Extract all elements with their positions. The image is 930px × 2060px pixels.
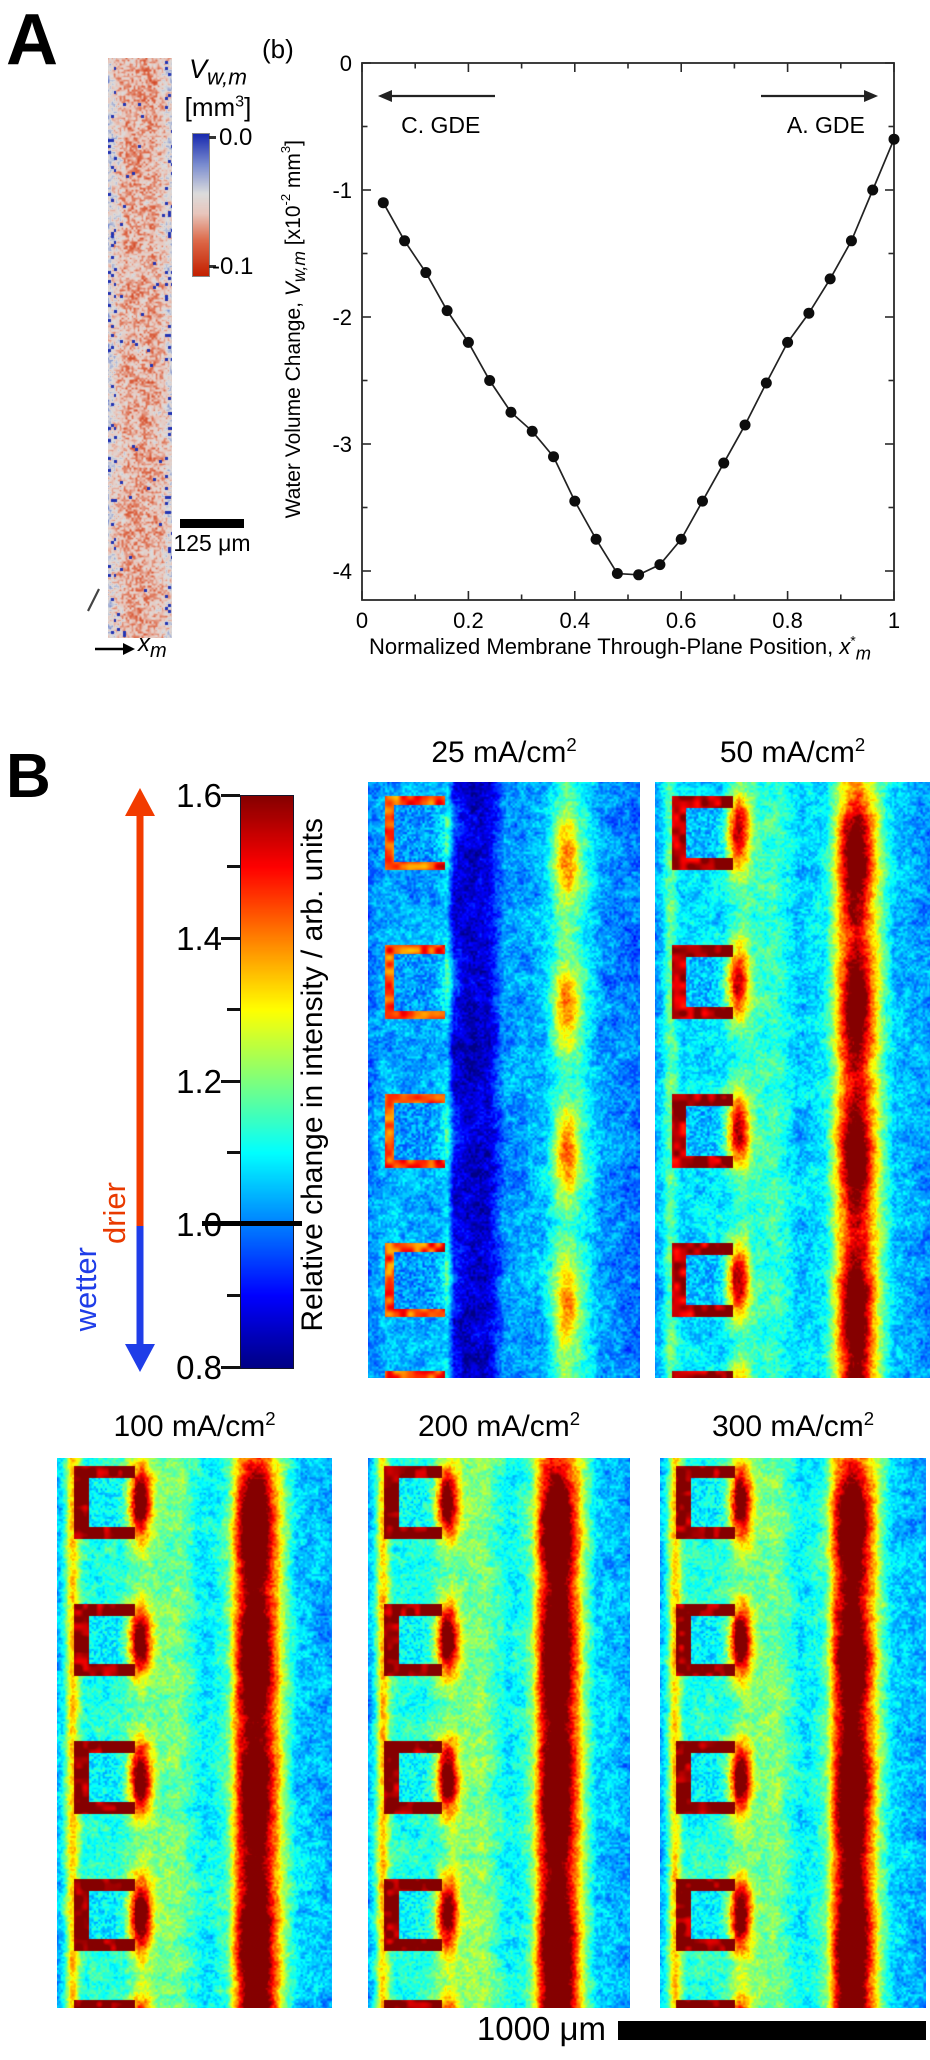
strip-colorbar-var-sub: w,m	[207, 64, 248, 90]
svg-text:1: 1	[888, 608, 900, 633]
colorbar-tick-0.8: 0.8	[176, 1349, 222, 1386]
svg-text:-3: -3	[332, 432, 352, 457]
colorbar-tick-1.6: 1.6	[176, 777, 222, 814]
panel-b-scale-bar-label: 1000 μm	[476, 2010, 606, 2047]
svg-text:0: 0	[340, 51, 352, 76]
strip-colorbar-units: [mm3]	[184, 92, 252, 122]
cathode-gde-label: C. GDE	[401, 112, 480, 138]
map-title-200: 200 mA/cm2	[417, 1408, 581, 1443]
colorbar-axis-label: Relative change in intensity / arb. unit…	[296, 818, 329, 1332]
strip-artifact-mark	[87, 588, 100, 612]
strip-colorbar	[192, 133, 210, 277]
map-title-50: 50 mA/cm2	[719, 734, 866, 769]
intensity-colorbar	[240, 795, 294, 1369]
panel-a-label: A	[6, 0, 58, 80]
strip-scale-bar	[180, 519, 244, 528]
panel-b-scale-bar	[618, 2021, 926, 2040]
wetter-label: wetter	[68, 1247, 103, 1332]
strip-colorbar-tick-bottom	[209, 265, 216, 268]
chart-subfigure-label: (b)	[262, 34, 294, 64]
svg-text:0.6: 0.6	[666, 608, 697, 633]
water-volume-chart-plot: 0 0.2 0.4 0.6 0.8 1 0 -1 -2 -3 -4 C. GDE A. GDE	[332, 51, 900, 633]
strip-x-axis-sub: m	[150, 639, 167, 662]
map-title-25: 25 mA/cm2	[431, 734, 577, 769]
strip-scale-bar-label: 125 μm	[173, 530, 251, 556]
chart-x-axis-label: Normalized Membrane Through-Plane Positi…	[369, 633, 871, 664]
strip-x-axis-label: xm	[138, 630, 167, 663]
svg-text:0.4: 0.4	[560, 608, 591, 633]
strip-colorbar-bottom-label: -0.1	[212, 253, 254, 280]
colorbar-tick-1.4: 1.4	[176, 920, 222, 957]
strip-x-axis-var: x	[138, 630, 150, 657]
tick-labels: 0 0.2 0.4 0.6 0.8 1 0 -1 -2 -3 -4	[332, 51, 900, 633]
strip-colorbar-title: Vw,m	[180, 54, 256, 90]
radiograph-300mA	[660, 1458, 926, 2008]
colorbar-unity-line	[202, 1221, 302, 1226]
radiograph-100mA	[57, 1458, 332, 2008]
strip-x-arrow-icon	[95, 643, 135, 655]
anode-gde-label: A. GDE	[787, 112, 865, 138]
series-markers	[377, 133, 900, 581]
colorbar-minor-tick	[227, 1294, 240, 1297]
colorbar-tick-1.2: 1.2	[176, 1063, 222, 1100]
svg-text:0.2: 0.2	[453, 608, 484, 633]
svg-text:-4: -4	[332, 559, 352, 584]
colorbar-major-tick	[221, 1080, 240, 1083]
colorbar-minor-tick	[227, 1151, 240, 1154]
radiograph-25mA	[368, 782, 640, 1378]
drier-label: drier	[97, 1182, 132, 1245]
map-title-300: 300 mA/cm2	[711, 1408, 875, 1443]
colorbar-minor-tick	[227, 865, 240, 868]
water-volume-chart: 0 0.2 0.4 0.6 0.8 1 0 -1 -2 -3 -4 C. GDE A. GDE	[250, 30, 930, 680]
plot-box	[361, 62, 895, 601]
svg-text:-1: -1	[332, 178, 352, 203]
series-line	[382, 138, 895, 576]
radiograph-200mA	[368, 1458, 630, 2008]
svg-text:0.8: 0.8	[772, 608, 803, 633]
colorbar-minor-tick	[227, 1008, 240, 1011]
colorbar-major-tick	[221, 794, 240, 797]
gde-annotations: C. GDE A. GDE	[377, 90, 879, 138]
chart-y-axis-label: Water Volume Change, Vw,m [x10-2 mm3]	[278, 140, 310, 519]
svg-text:-2: -2	[332, 305, 352, 330]
wet-dry-arrow-icon	[125, 788, 155, 1372]
membrane-strip-heatmap	[108, 58, 172, 638]
svg-text:0: 0	[356, 608, 368, 633]
strip-colorbar-tick-top	[209, 136, 216, 139]
panel-b-label: B	[6, 742, 51, 811]
strip-colorbar-var: V	[188, 54, 207, 84]
strip-colorbar-top-label: 0.0	[219, 124, 253, 151]
radiograph-50mA	[655, 782, 930, 1378]
colorbar-major-tick	[221, 1366, 240, 1369]
axis-ticks	[361, 62, 895, 600]
colorbar-major-tick	[221, 937, 240, 940]
map-title-100: 100 mA/cm2	[113, 1408, 276, 1443]
